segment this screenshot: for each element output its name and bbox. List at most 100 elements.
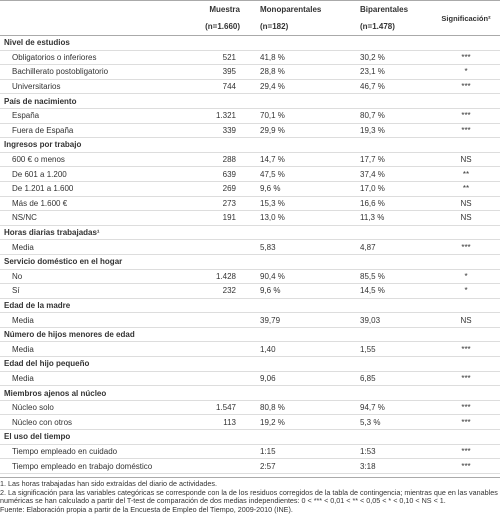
cell: ***	[432, 123, 500, 139]
header-text: (n=1.478)	[360, 22, 395, 31]
data-row: España 1.321 70,1 % 80,7 % ***	[0, 108, 500, 124]
cell: 70,1 %	[250, 108, 350, 124]
cell: Fuera de España	[0, 123, 190, 139]
header-text: Biparentales	[360, 5, 409, 14]
data-row: Fuera de España 339 29,9 % 19,3 % ***	[0, 123, 500, 139]
cell: ***	[432, 341, 500, 358]
data-row: Núcleo solo 1.547 80,8 % 94,7 % ***	[0, 400, 500, 416]
header-cell: Muestra (n=1.660)	[190, 0, 250, 36]
cell: 269	[190, 181, 250, 197]
section-title: Edad del hijo pequeño	[0, 356, 500, 372]
data-table: Muestra (n=1.660) Monoparentales (n=182) B…	[0, 0, 500, 474]
cell: 9,6 %	[250, 283, 350, 299]
cell: Media	[0, 312, 190, 328]
cell: ***	[432, 239, 500, 255]
cell: 80,8 %	[250, 400, 350, 416]
cell: Bachillerato postobligatorio	[0, 64, 190, 80]
cell: NS/NC	[0, 210, 190, 226]
cell: 339	[190, 123, 250, 139]
cell: 9,6 %	[250, 181, 350, 197]
note: 2. La significación para las variables c…	[0, 487, 498, 506]
data-row: Media 1,40 1,55 ***	[0, 341, 500, 358]
cell: 3:18	[350, 458, 432, 474]
cell: Más de 1.600 €	[0, 196, 190, 212]
cell: 600 € o menos	[0, 152, 190, 168]
cell: *	[432, 283, 500, 299]
cell: 30,2 %	[350, 50, 432, 66]
cell: Tiempo empleado en trabajo doméstico	[0, 458, 190, 474]
empty-cell	[190, 371, 250, 387]
data-row: Media 5,83 4,87 ***	[0, 239, 500, 255]
cell: 191	[190, 210, 250, 226]
cell: Sí	[0, 283, 190, 299]
cell: 1.428	[190, 269, 250, 285]
header-text: Monoparentales	[260, 5, 322, 14]
cell: 521	[190, 50, 250, 66]
section-row: Horas diarias trabajadas¹	[0, 225, 500, 241]
header-cell: Monoparentales (n=182)	[250, 0, 350, 36]
section-row: País de nacimiento	[0, 93, 500, 109]
section-row: Edad del hijo pequeño	[0, 356, 500, 372]
cell: Tiempo empleado en cuidado	[0, 444, 190, 460]
data-row: Universitarios 744 29,4 % 46,7 % ***	[0, 79, 500, 95]
cell: 39,03	[350, 312, 432, 328]
cell: No	[0, 269, 190, 285]
section-title: Horas diarias trabajadas¹	[0, 225, 500, 241]
cell: 19,3 %	[350, 123, 432, 139]
table-body: Nivel de estudios Obligatorios o inferior…	[0, 35, 500, 474]
cell: 1:15	[250, 444, 350, 460]
data-row: NS/NC 191 13,0 % 11,3 % NS	[0, 210, 500, 226]
cell: 2:57	[250, 458, 350, 474]
section-title: Miembros ajenos al núcleo	[0, 385, 500, 401]
empty-cell	[190, 341, 250, 358]
section-title: Nivel de estudios	[0, 35, 500, 51]
footnotes: 1. Las horas trabajadas han sido extraíd…	[0, 476, 500, 515]
empty-cell	[190, 444, 250, 460]
data-row: 600 € o menos 288 14,7 % 17,7 % NS	[0, 152, 500, 168]
cell: NS	[432, 196, 500, 212]
cell: 13,0 %	[250, 210, 350, 226]
cell: 14,7 %	[250, 152, 350, 168]
cell: 639	[190, 166, 250, 182]
cell: 14,5 %	[350, 283, 432, 299]
header-cell	[0, 0, 190, 36]
cell: 5,83	[250, 239, 350, 255]
cell: NS	[432, 312, 500, 328]
header-cell: Biparentales (n=1.478)	[350, 0, 432, 36]
section-title: Ingresos por trabajo	[0, 137, 500, 153]
cell: Media	[0, 371, 190, 387]
cell: ***	[432, 400, 500, 416]
cell: NS	[432, 152, 500, 168]
note: Fuente: Elaboración propia a partir de l…	[0, 505, 293, 515]
data-row: De 1.201 a 1.600 269 9,6 % 17,0 % **	[0, 181, 500, 197]
cell: Núcleo con otros	[0, 414, 190, 431]
cell: Obligatorios o inferiores	[0, 50, 190, 66]
section-row: El uso del tiempo	[0, 429, 500, 445]
cell: 39,79	[250, 312, 350, 328]
data-row: Tiempo empleado en trabajo doméstico 2:57…	[0, 458, 500, 474]
section-row: Nivel de estudios	[0, 35, 500, 51]
section-row: Ingresos por trabajo	[0, 137, 500, 153]
cell: 17,7 %	[350, 152, 432, 168]
data-row: Media 39,79 39,03 NS	[0, 312, 500, 328]
cell: ***	[432, 50, 500, 66]
cell: NS	[432, 210, 500, 226]
section-row: Número de hijos menores de edad	[0, 327, 500, 343]
cell: 1:53	[350, 444, 432, 460]
cell: Universitarios	[0, 79, 190, 95]
cell: 1.547	[190, 400, 250, 416]
cell: De 601 a 1.200	[0, 166, 190, 182]
cell: 37,4 %	[350, 166, 432, 182]
cell: 85,5 %	[350, 269, 432, 285]
cell: ***	[432, 79, 500, 95]
section-row: Edad de la madre	[0, 298, 500, 314]
cell: 744	[190, 79, 250, 95]
cell: 232	[190, 283, 250, 299]
empty-cell	[190, 239, 250, 255]
cell: 90,4 %	[250, 269, 350, 285]
cell: 94,7 %	[350, 400, 432, 416]
cell: **	[432, 181, 500, 197]
cell: **	[432, 166, 500, 182]
cell: ***	[432, 108, 500, 124]
